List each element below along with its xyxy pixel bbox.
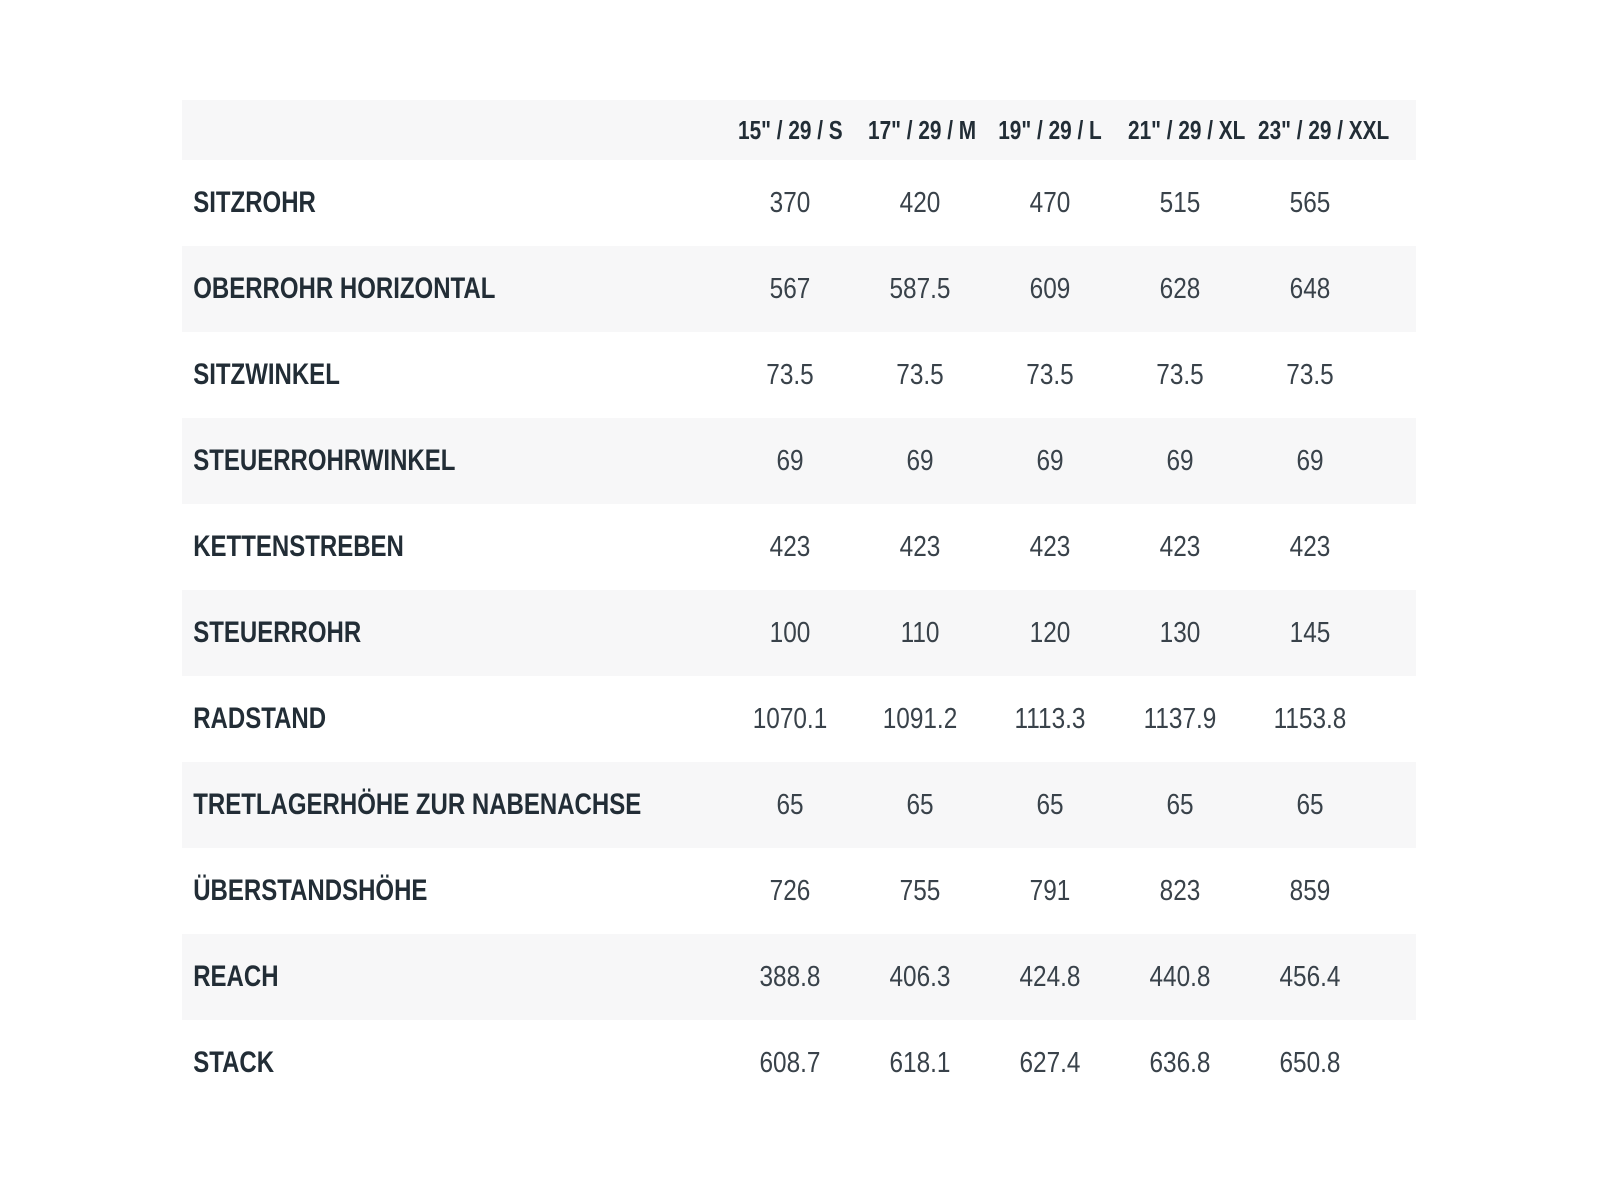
value-cell: 73.5 (766, 358, 814, 391)
value-cell: 587.5 (889, 272, 951, 305)
geometry-table: 15" / 29 / S 17" / 29 / M 19" / 29 / L 2… (182, 100, 1416, 1106)
value-cell: 755 (899, 874, 941, 907)
table-row-radstand: RADSTAND 1070.1 1091.2 1113.3 1137.9 115… (182, 676, 1416, 762)
value-cell: 65 (1296, 788, 1324, 821)
value-cell: 1113.3 (1014, 702, 1086, 735)
column-header-size-xl: 21" / 29 / XL (1128, 114, 1246, 145)
value-cell: 65 (1036, 788, 1064, 821)
value-cell: 65 (776, 788, 804, 821)
value-cell: 423 (899, 530, 941, 563)
value-cell: 1091.2 (882, 702, 958, 735)
value-cell: 370 (769, 186, 811, 219)
table-body: SITZROHR 370 420 470 515 565 OBERROHR HO… (182, 160, 1416, 1106)
value-cell: 120 (1029, 616, 1071, 649)
table-row-kettenstreben: KETTENSTREBEN 423 423 423 423 423 (182, 504, 1416, 590)
table-row-oberrohr-horizontal: OBERROHR HORIZONTAL 567 587.5 609 628 64… (182, 246, 1416, 332)
value-cell: 73.5 (1156, 358, 1204, 391)
value-cell: 567 (769, 272, 811, 305)
value-cell: 608.7 (759, 1046, 821, 1079)
row-label: ÜBERSTANDSHÖHE (193, 874, 428, 907)
value-cell: 424.8 (1019, 960, 1081, 993)
value-cell: 791 (1029, 874, 1071, 907)
column-header-size-xxl: 23" / 29 / XXL (1258, 114, 1390, 145)
value-cell: 69 (1166, 444, 1194, 477)
value-cell: 628 (1159, 272, 1201, 305)
row-label: STEUERROHRWINKEL (193, 444, 456, 477)
value-cell: 609 (1029, 272, 1071, 305)
value-cell: 565 (1289, 186, 1331, 219)
table-row-stack: STACK 608.7 618.1 627.4 636.8 650.8 (182, 1020, 1416, 1106)
column-header-size-l: 19" / 29 / L (998, 114, 1102, 145)
value-cell: 726 (769, 874, 811, 907)
value-cell: 65 (906, 788, 934, 821)
value-cell: 648 (1289, 272, 1331, 305)
table-row-steuerrohrwinkel: STEUERROHRWINKEL 69 69 69 69 69 (182, 418, 1416, 504)
value-cell: 636.8 (1149, 1046, 1211, 1079)
table-row-tretlagerhoehe: TRETLAGERHÖHE ZUR NABENACHSE 65 65 65 65… (182, 762, 1416, 848)
row-label: KETTENSTREBEN (193, 530, 404, 563)
value-cell: 859 (1289, 874, 1331, 907)
value-cell: 69 (776, 444, 804, 477)
value-cell: 515 (1159, 186, 1201, 219)
table-row-reach: REACH 388.8 406.3 424.8 440.8 456.4 (182, 934, 1416, 1020)
value-cell: 69 (906, 444, 934, 477)
row-label: RADSTAND (193, 702, 327, 735)
value-cell: 1153.8 (1273, 702, 1347, 735)
value-cell: 110 (900, 616, 940, 649)
value-cell: 73.5 (896, 358, 944, 391)
value-cell: 470 (1029, 186, 1071, 219)
row-label: OBERROHR HORIZONTAL (193, 272, 496, 305)
value-cell: 423 (1029, 530, 1071, 563)
value-cell: 423 (1289, 530, 1331, 563)
table-row-ueberstandshoehe: ÜBERSTANDSHÖHE 726 755 791 823 859 (182, 848, 1416, 934)
value-cell: 1070.1 (752, 702, 828, 735)
row-label: TRETLAGERHÖHE ZUR NABENACHSE (193, 788, 642, 821)
table-row-sitzwinkel: SITZWINKEL 73.5 73.5 73.5 73.5 73.5 (182, 332, 1416, 418)
row-label: SITZROHR (193, 186, 316, 219)
value-cell: 420 (899, 186, 941, 219)
row-label: STACK (193, 1046, 275, 1079)
column-header-size-s: 15" / 29 / S (738, 114, 843, 145)
value-cell: 69 (1296, 444, 1324, 477)
value-cell: 456.4 (1279, 960, 1341, 993)
row-label: STEUERROHR (193, 616, 362, 649)
table-row-steuerrohr: STEUERROHR 100 110 120 130 145 (182, 590, 1416, 676)
value-cell: 73.5 (1026, 358, 1074, 391)
column-header-size-m: 17" / 29 / M (868, 114, 977, 145)
row-label: REACH (193, 960, 279, 993)
value-cell: 1137.9 (1143, 702, 1217, 735)
value-cell: 823 (1159, 874, 1201, 907)
value-cell: 423 (769, 530, 811, 563)
value-cell: 65 (1166, 788, 1194, 821)
value-cell: 73.5 (1286, 358, 1334, 391)
value-cell: 406.3 (889, 960, 951, 993)
value-cell: 650.8 (1279, 1046, 1341, 1079)
value-cell: 69 (1036, 444, 1064, 477)
table-header-row: 15" / 29 / S 17" / 29 / M 19" / 29 / L 2… (182, 100, 1416, 160)
value-cell: 440.8 (1149, 960, 1211, 993)
row-label: SITZWINKEL (193, 358, 340, 391)
table-row-sitzrohr: SITZROHR 370 420 470 515 565 (182, 160, 1416, 246)
value-cell: 145 (1289, 616, 1331, 649)
value-cell: 618.1 (889, 1046, 951, 1079)
value-cell: 627.4 (1019, 1046, 1081, 1079)
value-cell: 100 (769, 616, 811, 649)
value-cell: 388.8 (759, 960, 821, 993)
value-cell: 130 (1159, 616, 1201, 649)
value-cell: 423 (1159, 530, 1201, 563)
